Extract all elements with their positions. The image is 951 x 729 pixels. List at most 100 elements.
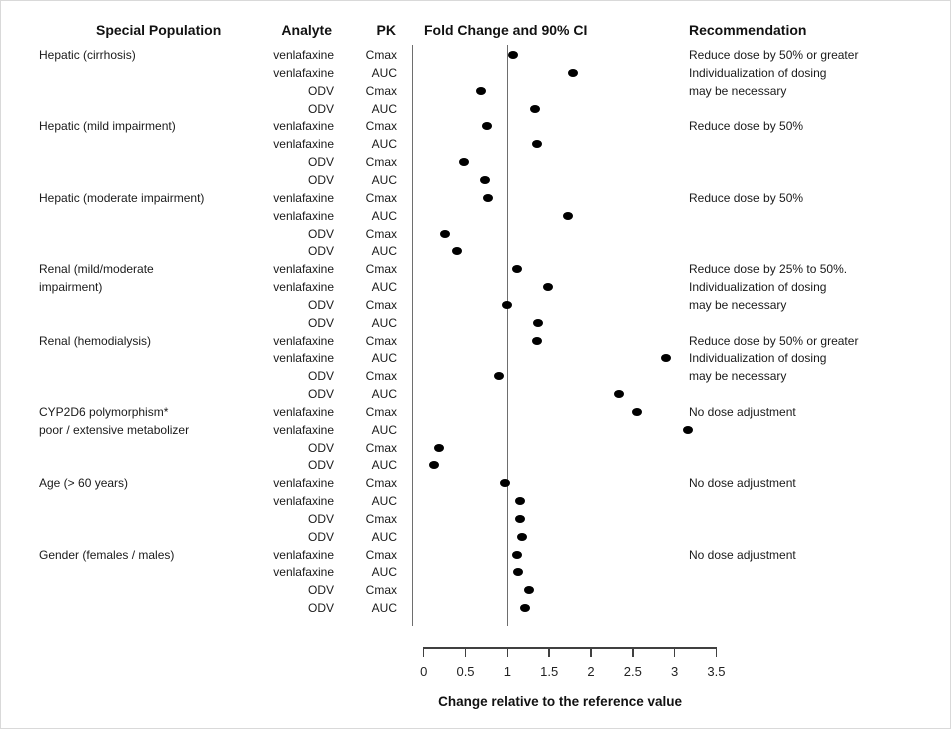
x-axis-tick xyxy=(422,647,425,657)
recommendation-text: Reduce dose by 50% or greater xyxy=(689,48,859,63)
fold-change-point xyxy=(511,265,522,274)
x-axis-tick-label: 3.5 xyxy=(707,664,726,679)
table-row: venlafaxine AUC xyxy=(1,564,950,582)
table-row: CYP2D6 polymorphism* venlafaxine Cmax No do… xyxy=(1,403,950,421)
fold-change-point xyxy=(440,229,451,238)
column-header-fold-change: Fold Change and 90% CI xyxy=(424,22,588,38)
pk-parameter-label: Cmax xyxy=(365,476,397,491)
x-axis-tick xyxy=(506,647,509,657)
pk-parameter-label: Cmax xyxy=(365,83,397,98)
fold-change-point xyxy=(433,443,444,452)
table-row: ODV Cmax xyxy=(1,581,950,599)
population-label: Renal (hemodialysis) xyxy=(39,333,152,348)
fold-change-point xyxy=(493,372,504,381)
analyte-label: ODV xyxy=(307,440,334,455)
analyte-label: ODV xyxy=(307,155,334,170)
fold-change-point xyxy=(661,354,672,363)
table-row: ODV AUC xyxy=(1,385,950,403)
fold-change-point xyxy=(532,140,543,149)
pk-parameter-label: AUC xyxy=(371,601,397,616)
recommendation-text: Individualization of dosing xyxy=(689,280,827,295)
recommendation-text: Reduce dose by 50% or greater xyxy=(689,333,859,348)
fold-change-point xyxy=(519,604,530,613)
pk-parameter-label: AUC xyxy=(371,244,397,259)
pk-parameter-label: Cmax xyxy=(365,404,397,419)
table-row: venlafaxine AUC xyxy=(1,135,950,153)
x-axis-tick-label: 2.5 xyxy=(623,664,642,679)
plot-left-border-line xyxy=(411,45,413,626)
analyte-label: venlafaxine xyxy=(273,208,334,223)
pk-parameter-label: AUC xyxy=(371,65,397,80)
analyte-label: ODV xyxy=(307,511,334,526)
table-row: ODV Cmax xyxy=(1,439,950,457)
recommendation-text: Reduce dose by 25% to 50%. xyxy=(689,262,848,277)
fold-change-point xyxy=(499,479,510,488)
table-row: ODV Cmax may be necessary xyxy=(1,367,950,385)
table-row: Renal (hemodialysis) venlafaxine Cmax Reduc… xyxy=(1,332,950,350)
recommendation-text: may be necessary xyxy=(689,369,787,384)
fold-change-point xyxy=(524,586,535,595)
pk-parameter-label: AUC xyxy=(371,565,397,580)
fold-change-point xyxy=(483,193,494,202)
pk-parameter-label: Cmax xyxy=(365,547,397,562)
x-axis-tick-label: 1 xyxy=(503,664,511,679)
fold-change-point xyxy=(458,158,469,167)
fold-change-point xyxy=(514,497,525,506)
population-label: Gender (females / males) xyxy=(39,547,175,562)
analyte-label: venlafaxine xyxy=(273,404,334,419)
table-row: Renal (mild/moderate venlafaxine Cmax Reduc… xyxy=(1,260,950,278)
analyte-label: venlafaxine xyxy=(273,65,334,80)
pk-parameter-label: AUC xyxy=(371,351,397,366)
column-header-recommendation: Recommendation xyxy=(689,22,807,38)
fold-change-point xyxy=(482,122,493,131)
fold-change-point xyxy=(511,550,522,559)
pk-parameter-label: Cmax xyxy=(365,119,397,134)
x-axis-tick xyxy=(548,647,550,657)
population-label: Renal (mild/moderate xyxy=(39,262,154,277)
fold-change-point xyxy=(683,425,694,434)
fold-change-point xyxy=(529,104,540,113)
analyte-label: venlafaxine xyxy=(273,190,334,205)
analyte-label: ODV xyxy=(307,172,334,187)
table-row: poor / extensive metabolizer venlafaxine A… xyxy=(1,421,950,439)
analyte-label: ODV xyxy=(307,601,334,616)
pk-parameter-label: AUC xyxy=(371,422,397,437)
table-row: venlafaxine AUC xyxy=(1,207,950,225)
recommendation-text: Individualization of dosing xyxy=(689,65,827,80)
recommendation-text: No dose adjustment xyxy=(689,476,796,491)
fold-change-point xyxy=(567,68,578,77)
x-axis-tick-label: 3 xyxy=(671,664,679,679)
table-row: ODV AUC xyxy=(1,599,950,617)
table-row: ODV AUC xyxy=(1,457,950,475)
table-row: Hepatic (cirrhosis) venlafaxine Cmax Reduce… xyxy=(1,46,950,64)
table-row: ODV AUC xyxy=(1,242,950,260)
table-row: ODV AUC xyxy=(1,528,950,546)
table-row: ODV AUC xyxy=(1,100,950,118)
pk-parameter-label: Cmax xyxy=(365,48,397,63)
table-row: Hepatic (moderate impairment) venlafaxine… xyxy=(1,189,950,207)
analyte-label: venlafaxine xyxy=(273,48,334,63)
table-row: venlafaxine AUC Individualization of dosin… xyxy=(1,64,950,82)
fold-change-point xyxy=(516,532,527,541)
column-header-special-population: Special Population xyxy=(96,22,222,38)
fold-change-point xyxy=(614,390,625,399)
recommendation-text: Reduce dose by 50% xyxy=(689,190,804,205)
table-row: Age (> 60 years) venlafaxine Cmax No dose a… xyxy=(1,474,950,492)
analyte-label: venlafaxine xyxy=(273,280,334,295)
x-axis-tick-label: 0.5 xyxy=(456,664,475,679)
population-label: Hepatic (moderate impairment) xyxy=(39,190,205,205)
analyte-label: venlafaxine xyxy=(273,547,334,562)
fold-change-point xyxy=(452,247,463,256)
fold-change-point xyxy=(508,51,519,60)
fold-change-point xyxy=(513,568,524,577)
pk-parameter-label: AUC xyxy=(371,458,397,473)
recommendation-text: may be necessary xyxy=(689,83,787,98)
analyte-label: ODV xyxy=(307,529,334,544)
analyte-label: venlafaxine xyxy=(273,494,334,509)
pk-parameter-label: AUC xyxy=(371,101,397,116)
x-axis-title: Change relative to the reference value xyxy=(438,694,682,709)
fold-change-point xyxy=(562,211,573,220)
pk-parameter-label: Cmax xyxy=(365,155,397,170)
analyte-label: ODV xyxy=(307,583,334,598)
